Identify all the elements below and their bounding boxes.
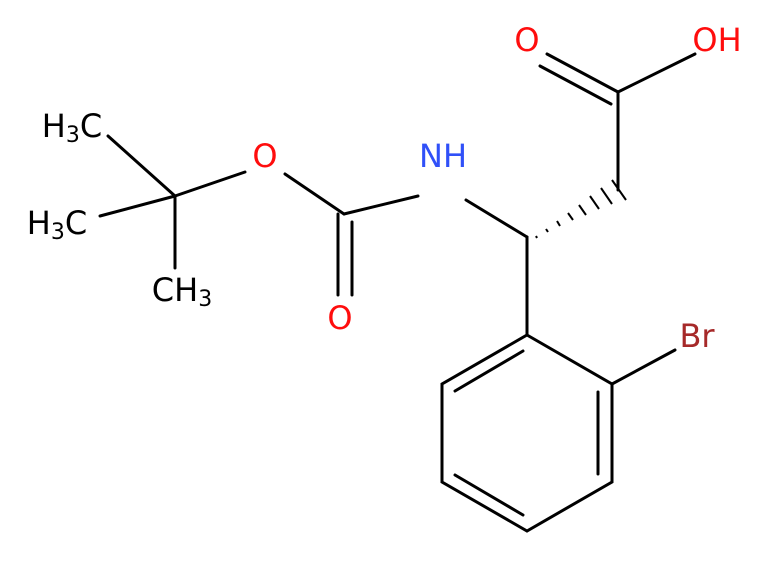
atom-label: OH [692,21,741,59]
atom-label: O [327,299,352,337]
bond [453,473,525,517]
bond [342,194,420,216]
bond [610,348,677,386]
bonds [98,52,697,533]
bond [173,170,247,198]
bond [538,64,613,106]
atom-label: NH [419,137,467,175]
bond [283,172,346,216]
atom-label: H3C [42,107,102,148]
ring [440,333,614,533]
bond [98,194,177,218]
atom-label: O [514,21,539,59]
bond [616,52,697,94]
atom-label: H3C [27,204,87,245]
atom-label: CH3 [152,271,212,312]
bond [453,349,525,393]
bond [464,198,529,239]
bond [106,134,177,198]
bond [545,52,620,94]
atom-label: Br [679,317,715,355]
atom-label: O [252,137,277,175]
hashed-wedge [535,179,627,239]
